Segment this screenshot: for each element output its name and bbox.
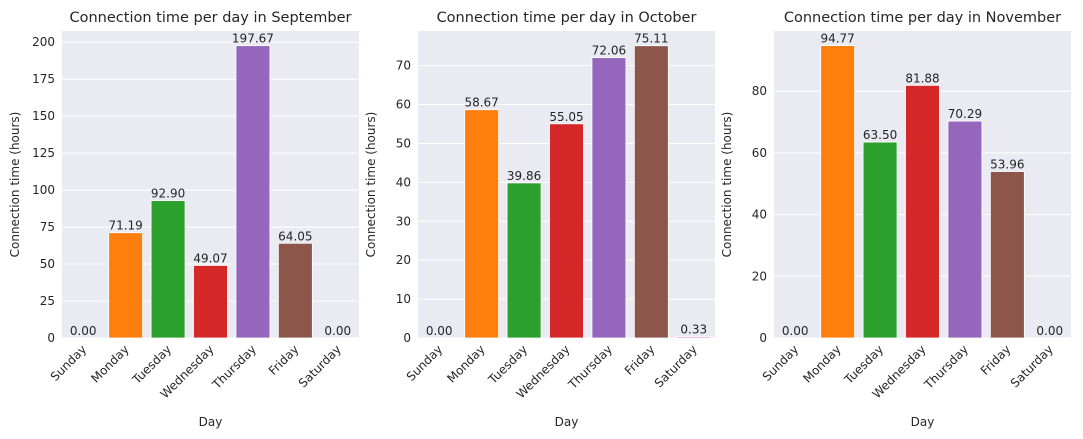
- y-axis-label: Connection time (hours): [8, 112, 22, 258]
- data-label: 0.00: [426, 324, 453, 338]
- bar-wednesday: [905, 84, 940, 339]
- bar-tuesday: [150, 200, 186, 339]
- bar-monday: [464, 109, 500, 339]
- x-tick-label: Thursday: [565, 342, 615, 392]
- y-axis-label: Connection time (hours): [720, 112, 734, 258]
- data-label: 0.00: [1036, 324, 1063, 338]
- data-label: 71.19: [108, 219, 142, 233]
- x-axis-label: Day: [555, 415, 579, 429]
- x-tick-label: Sunday: [48, 342, 90, 384]
- data-label: 58.67: [464, 96, 498, 110]
- bar-tuesday: [506, 182, 542, 339]
- x-tick-label: Monday: [88, 342, 131, 385]
- y-tick-label: 20: [396, 253, 411, 267]
- y-tick-label: 40: [752, 208, 767, 222]
- y-tick-label: 0: [759, 331, 767, 345]
- bar-tuesday: [862, 141, 898, 339]
- y-tick-label: 80: [752, 84, 767, 98]
- data-label: 49.07: [193, 251, 227, 265]
- x-tick-label: Saturday: [296, 342, 344, 390]
- bar-friday: [989, 171, 1025, 339]
- y-tick-label: 10: [396, 292, 411, 306]
- x-tick-label: Monday: [800, 342, 843, 385]
- bar-thursday: [591, 57, 627, 339]
- data-label: 0.00: [782, 324, 809, 338]
- bar-saturday: [676, 336, 712, 339]
- bar-wednesday: [193, 265, 228, 339]
- data-label: 0.00: [324, 324, 351, 338]
- y-tick-label: 50: [396, 136, 411, 150]
- data-label: 81.88: [905, 71, 939, 85]
- y-tick-label: 175: [32, 72, 55, 86]
- data-label: 72.06: [592, 44, 626, 58]
- bar-thursday: [235, 45, 271, 339]
- data-label: 0.33: [680, 323, 707, 337]
- chart-panel-2: Connection time per day in October 0 10 20 3…: [364, 10, 715, 429]
- data-label: 64.05: [278, 229, 312, 243]
- chart-title: Connection time per day in November: [784, 10, 1061, 26]
- bar-monday: [108, 232, 144, 339]
- data-label: 197.67: [232, 32, 274, 46]
- y-tick-label: 30: [396, 214, 411, 228]
- x-tick-label: Sunday: [404, 342, 446, 384]
- chart-title: Connection time per day in September: [70, 10, 352, 26]
- x-tick-label: Thursday: [209, 342, 259, 392]
- x-axis-label: Day: [911, 415, 935, 429]
- data-label: 53.96: [990, 158, 1024, 172]
- x-tick-label: Friday: [978, 342, 1014, 378]
- bar-thursday: [947, 120, 983, 339]
- x-tick-label: Saturday: [1008, 342, 1056, 390]
- y-tick-label: 60: [752, 146, 767, 160]
- x-tick-label: Sunday: [760, 342, 802, 384]
- x-tick-label: Monday: [444, 342, 487, 385]
- chart-title: Connection time per day in October: [437, 10, 697, 26]
- data-label: 39.86: [507, 169, 541, 183]
- data-label: 55.05: [549, 110, 583, 124]
- data-label: 63.50: [863, 128, 897, 142]
- y-tick-label: 200: [32, 35, 55, 49]
- y-tick-label: 75: [40, 220, 55, 234]
- x-tick-label: Thursday: [921, 342, 971, 392]
- y-tick-label: 70: [396, 59, 411, 73]
- y-tick-label: 20: [752, 269, 767, 283]
- y-axis-label: Connection time (hours): [364, 112, 378, 258]
- y-tick-label: 100: [32, 183, 55, 197]
- y-tick-label: 0: [403, 331, 411, 345]
- data-label: 70.29: [948, 107, 982, 121]
- x-tick-label: Friday: [266, 342, 302, 378]
- bar-friday: [633, 45, 669, 339]
- data-label: 0.00: [70, 324, 97, 338]
- x-tick-label: Saturday: [652, 342, 700, 390]
- x-tick-label: Friday: [622, 342, 658, 378]
- y-tick-label: 50: [40, 257, 55, 271]
- y-tick-label: 60: [396, 98, 411, 112]
- data-label: 94.77: [820, 32, 854, 46]
- bar-friday: [277, 242, 313, 339]
- data-label: 75.11: [634, 32, 668, 46]
- bar-wednesday: [549, 123, 584, 339]
- y-tick-label: 0: [47, 331, 55, 345]
- y-tick-label: 40: [396, 175, 411, 189]
- y-tick-label: 25: [40, 294, 55, 308]
- y-tick-label: 125: [32, 146, 55, 160]
- chart-panel-3: Connection time per day in November 0 20 40…: [720, 10, 1071, 429]
- x-axis-label: Day: [199, 415, 223, 429]
- chart-panel-1: Connection time per day in September 0 25 5…: [8, 10, 359, 429]
- data-label: 92.90: [151, 187, 185, 201]
- bar-monday: [820, 45, 856, 339]
- y-tick-label: 150: [32, 109, 55, 123]
